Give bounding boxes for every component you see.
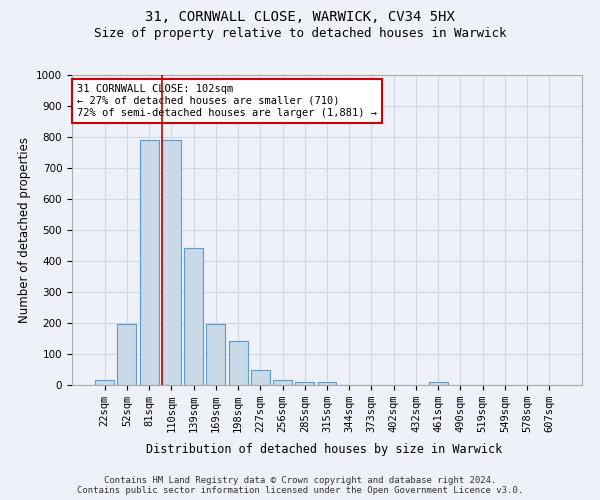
Y-axis label: Number of detached properties: Number of detached properties bbox=[17, 137, 31, 323]
Bar bbox=[162, 140, 181, 385]
Text: Contains HM Land Registry data © Crown copyright and database right 2024.
Contai: Contains HM Land Registry data © Crown c… bbox=[77, 476, 523, 495]
Text: Size of property relative to detached houses in Warwick: Size of property relative to detached ho… bbox=[94, 28, 506, 40]
Text: Distribution of detached houses by size in Warwick: Distribution of detached houses by size … bbox=[146, 442, 502, 456]
Text: 31 CORNWALL CLOSE: 102sqm
← 27% of detached houses are smaller (710)
72% of semi: 31 CORNWALL CLOSE: 102sqm ← 27% of detac… bbox=[77, 84, 377, 117]
Bar bbox=[118, 324, 136, 385]
Text: 31, CORNWALL CLOSE, WARWICK, CV34 5HX: 31, CORNWALL CLOSE, WARWICK, CV34 5HX bbox=[145, 10, 455, 24]
Bar bbox=[95, 380, 114, 385]
Bar bbox=[317, 382, 337, 385]
Bar bbox=[295, 382, 314, 385]
Bar bbox=[229, 342, 248, 385]
Bar bbox=[429, 382, 448, 385]
Bar bbox=[206, 324, 225, 385]
Bar bbox=[184, 248, 203, 385]
Bar bbox=[251, 370, 270, 385]
Bar bbox=[273, 380, 292, 385]
Bar bbox=[140, 140, 158, 385]
